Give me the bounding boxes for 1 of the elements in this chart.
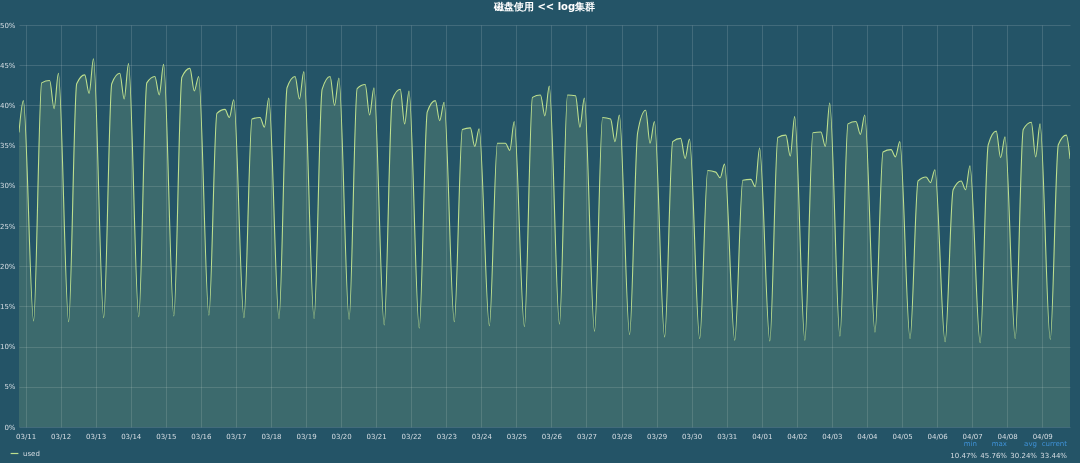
chart-title: 磁盘使用 << log集群 xyxy=(492,1,596,12)
